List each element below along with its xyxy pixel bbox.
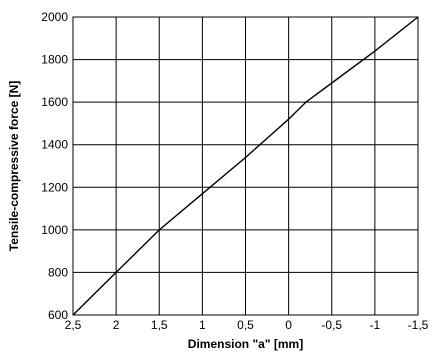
x-tick-label: 2: [113, 318, 120, 332]
y-tick-label: 600: [48, 308, 68, 322]
y-tick-label: 800: [48, 265, 68, 279]
x-tick-labels: 2,5 2 1,5 1 0,5 0 -0,5 -1 -1,5: [65, 318, 429, 332]
x-tick-label: 0,5: [237, 318, 254, 332]
x-tick-label: 1,5: [151, 318, 168, 332]
y-tick-label: 1000: [41, 223, 68, 237]
x-tick-label: -1,5: [408, 318, 429, 332]
x-tick-label: -1: [370, 318, 381, 332]
x-tick-label: 2,5: [65, 318, 82, 332]
y-tick-label: 1400: [41, 138, 68, 152]
series-group: [72, 16, 419, 316]
series-line-1: [72, 16, 419, 316]
y-tick-labels: 600 800 1000 1200 1400 1600 1800 2000: [41, 10, 68, 322]
x-tick-label: 0: [285, 318, 292, 332]
x-tick-label: 1: [199, 318, 206, 332]
plot-frame: [72, 16, 419, 316]
x-tick-label: -0,5: [321, 318, 342, 332]
y-tick-label: 1800: [41, 53, 68, 67]
x-axis-title: Dimension "a" [mm]: [188, 337, 303, 351]
grid-lines: [72, 16, 419, 316]
y-tick-label: 2000: [41, 10, 68, 24]
y-tick-label: 1200: [41, 180, 68, 194]
y-axis-title: Tensile-compressive force [N]: [7, 81, 21, 252]
y-tick-label: 1600: [41, 95, 68, 109]
